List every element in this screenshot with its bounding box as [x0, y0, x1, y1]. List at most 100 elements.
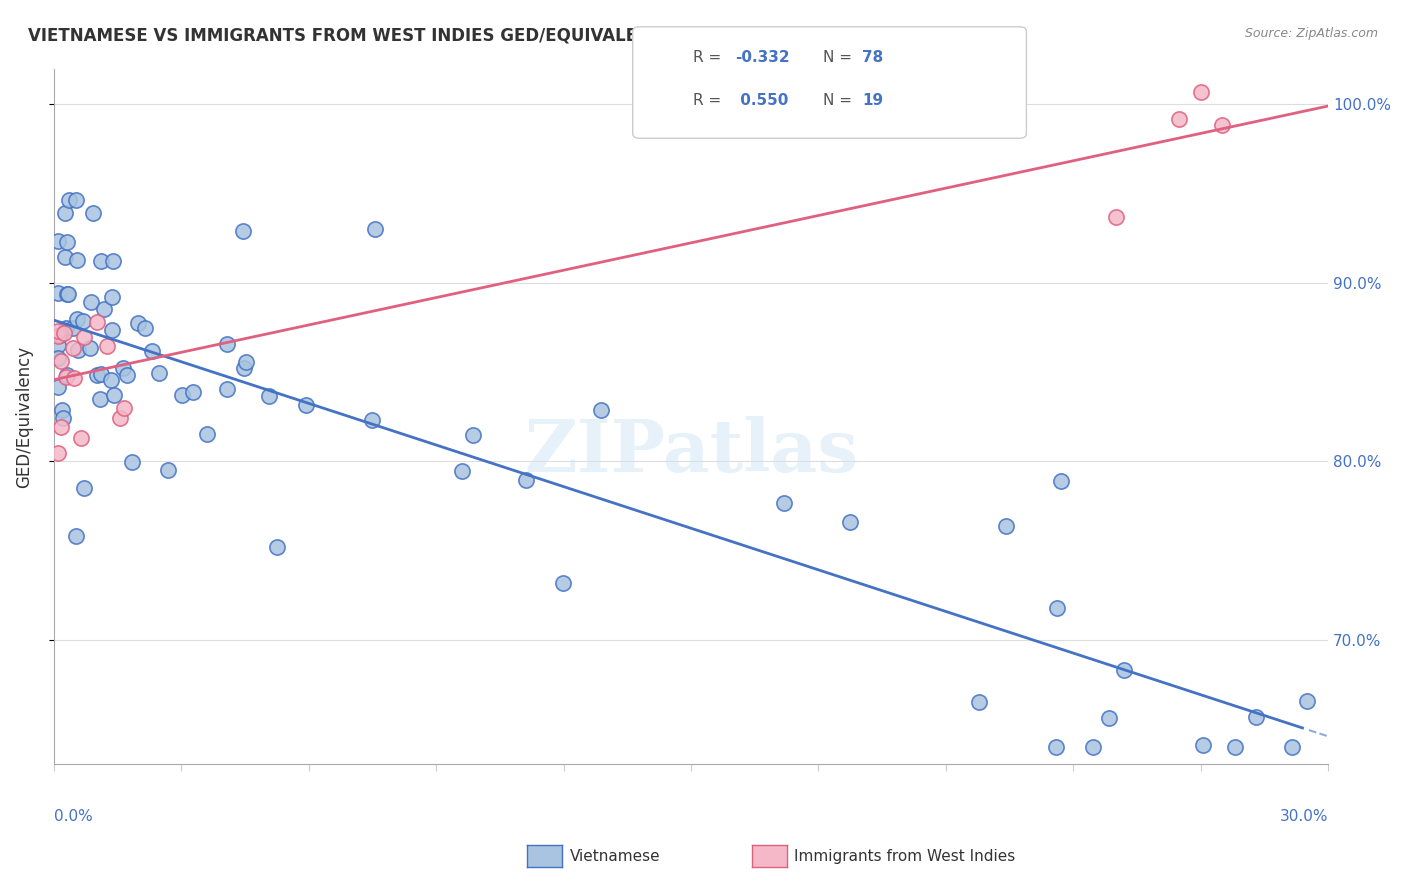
Point [773, 496, 796, 510]
Point [46, 235, 69, 249]
Point [90, 253, 112, 268]
Text: Source: ZipAtlas.com: Source: ZipAtlas.com [1244, 27, 1378, 40]
Point [101, 323, 124, 337]
Point [148, 366, 170, 380]
Point [1189, 85, 1212, 99]
Point [1105, 210, 1128, 224]
Point [551, 576, 574, 591]
Point [80, 295, 103, 310]
Text: 0.0%: 0.0% [53, 809, 93, 824]
Point [56, 368, 79, 382]
Point [181, 385, 204, 400]
Text: VIETNAMESE VS IMMIGRANTS FROM WEST INDIES GED/EQUIVALENCY CORRELATION CHART: VIETNAMESE VS IMMIGRANTS FROM WEST INDIE… [28, 27, 880, 45]
Point [86, 314, 108, 328]
Point [838, 516, 860, 530]
Point [1211, 119, 1233, 133]
Point [55, 321, 77, 335]
Point [515, 473, 537, 487]
Point [46, 324, 69, 338]
Point [235, 355, 257, 369]
Point [49, 328, 72, 343]
Point [66, 343, 89, 358]
Text: ZIPatlas: ZIPatlas [524, 416, 858, 487]
Point [52, 410, 75, 425]
Text: Immigrants from West Indies: Immigrants from West Indies [794, 849, 1015, 863]
Point [53, 206, 76, 220]
Point [53, 326, 76, 341]
Point [70, 431, 93, 445]
Point [450, 464, 472, 478]
Text: 0.550: 0.550 [735, 94, 789, 108]
Text: 19: 19 [862, 94, 883, 108]
Point [121, 455, 143, 469]
Point [1049, 474, 1071, 488]
Point [141, 343, 163, 358]
Point [295, 398, 318, 412]
Point [994, 518, 1017, 533]
Point [79, 341, 101, 355]
Point [127, 316, 149, 330]
Point [58, 193, 80, 207]
Point [969, 696, 991, 710]
Text: 30.0%: 30.0% [1279, 809, 1329, 824]
Point [170, 388, 193, 402]
Point [103, 253, 125, 268]
Point [461, 428, 484, 442]
Point [73, 481, 96, 495]
Text: N =: N = [823, 94, 856, 108]
Point [55, 286, 77, 301]
Point [156, 463, 179, 477]
Point [112, 360, 135, 375]
Point [46, 328, 69, 343]
Point [93, 301, 115, 316]
Point [101, 290, 124, 304]
Point [56, 287, 79, 301]
Point [195, 427, 218, 442]
Point [1081, 739, 1104, 754]
Point [53, 250, 76, 264]
Point [112, 401, 135, 416]
Point [117, 368, 139, 382]
Point [82, 205, 104, 219]
Point [1098, 711, 1121, 725]
Point [89, 392, 111, 406]
Point [55, 370, 77, 384]
Point [90, 368, 112, 382]
Point [96, 339, 118, 353]
Point [232, 223, 254, 237]
Point [257, 390, 280, 404]
Point [65, 193, 87, 207]
Point [55, 235, 77, 249]
Point [65, 529, 87, 543]
Point [62, 341, 84, 355]
Point [134, 321, 156, 335]
Point [51, 353, 73, 368]
Point [217, 337, 239, 351]
Point [51, 403, 73, 417]
Point [1281, 739, 1303, 754]
Point [589, 403, 612, 417]
Point [1244, 710, 1267, 724]
Point [1225, 739, 1247, 754]
Text: -0.332: -0.332 [735, 51, 790, 65]
Point [100, 373, 122, 387]
Point [1045, 739, 1067, 754]
Point [73, 329, 96, 343]
Point [46, 286, 69, 301]
Point [266, 541, 288, 555]
Point [46, 351, 69, 366]
Point [63, 370, 86, 384]
Point [360, 413, 382, 427]
Point [66, 253, 89, 268]
Point [103, 388, 125, 402]
Text: 78: 78 [862, 51, 883, 65]
Point [1114, 663, 1136, 677]
Y-axis label: GED/Equivalency: GED/Equivalency [15, 345, 32, 488]
Point [49, 420, 72, 434]
Point [46, 446, 69, 460]
Point [215, 383, 238, 397]
Point [233, 361, 256, 376]
Point [46, 380, 69, 394]
Point [72, 314, 94, 328]
Point [364, 221, 387, 235]
